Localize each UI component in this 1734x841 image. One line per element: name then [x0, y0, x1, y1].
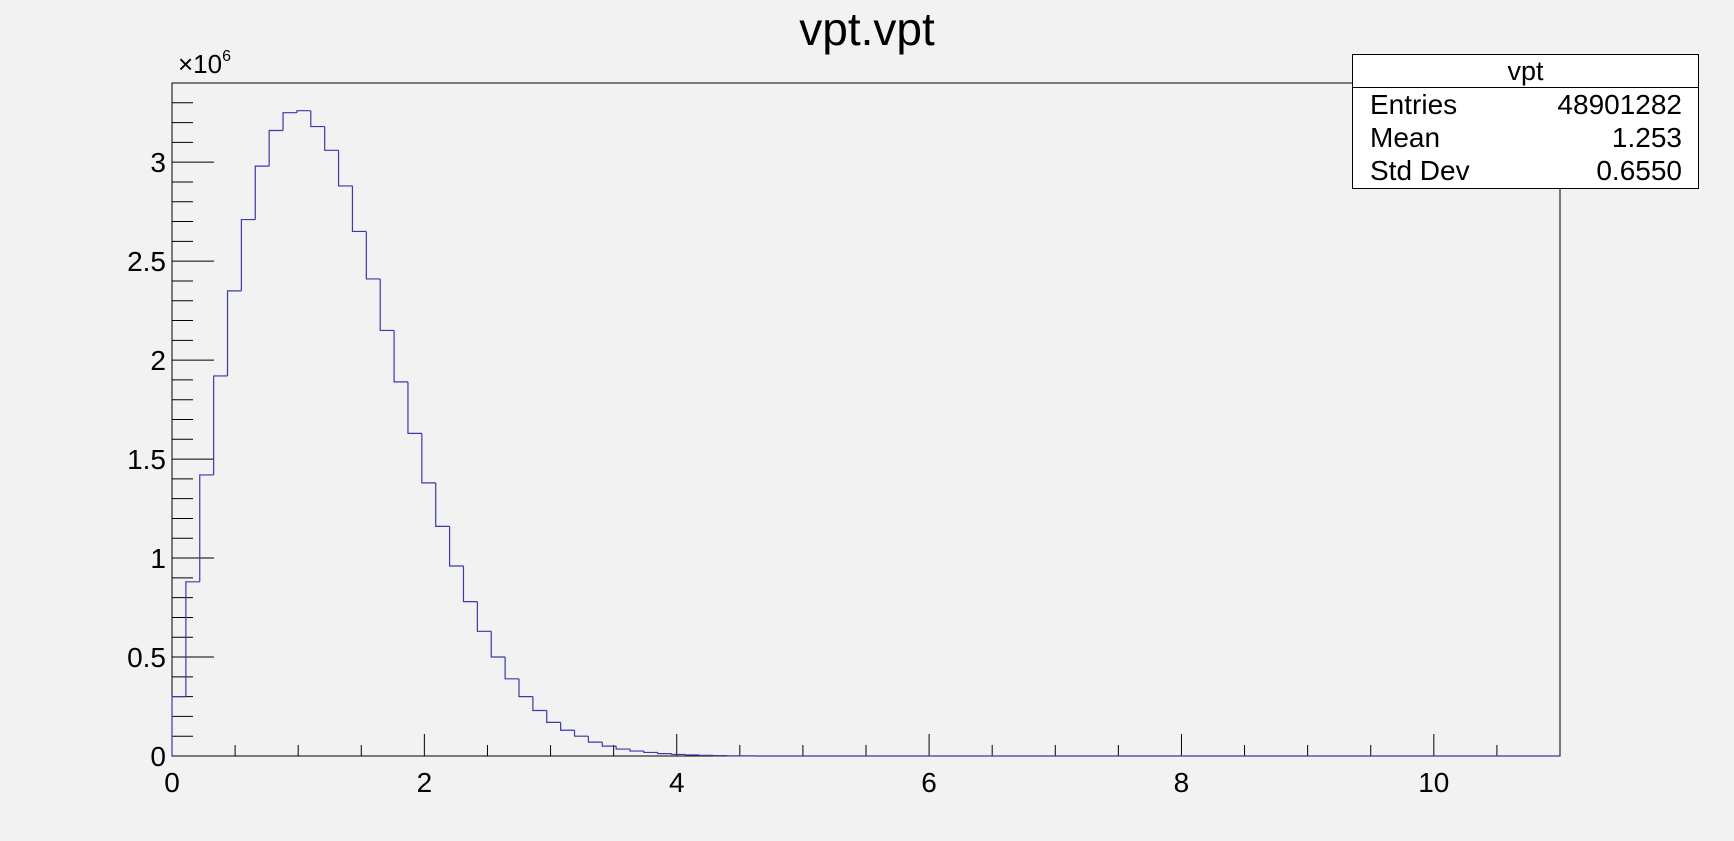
- histogram-bin: [587, 736, 603, 743]
- histogram-bin: [462, 565, 478, 603]
- y-tick-label: 1.5: [127, 444, 166, 475]
- stats-value: 1.253: [1611, 122, 1682, 153]
- stats-row-stddev: Std Dev 0.6550: [1353, 154, 1698, 187]
- histogram-bin: [254, 165, 270, 220]
- histogram-bin: [490, 631, 506, 658]
- histogram-bin: [226, 290, 242, 376]
- stats-row-mean: Mean 1.253: [1353, 121, 1698, 154]
- histogram-bin: [671, 753, 686, 756]
- y-tick-label: 2: [150, 345, 166, 376]
- histogram-bin: [601, 742, 617, 747]
- histogram-bin: [199, 474, 214, 582]
- histogram-bin: [282, 112, 297, 131]
- x-tick-label: 6: [921, 767, 937, 798]
- stats-box: vpt Entries 48901282 Mean 1.253 Std Dev …: [1352, 54, 1699, 189]
- stats-label: Entries: [1370, 89, 1458, 120]
- histogram-bin: [268, 129, 284, 167]
- histogram-bin: [185, 581, 200, 697]
- histogram-bars: [171, 110, 1560, 757]
- histogram-bin: [449, 526, 464, 567]
- tick-labels: 0 2 4 6 8 10 0 0.5 1 1.5 2 2.5 3: [127, 147, 1449, 798]
- stats-value: 0.6550: [1596, 155, 1682, 186]
- histogram-bin: [684, 754, 700, 756]
- histogram-bin: [546, 710, 561, 723]
- stats-row-entries: Entries 48901282: [1353, 88, 1698, 121]
- histogram-bin: [532, 696, 547, 712]
- histogram-bin: [310, 110, 325, 128]
- histogram-bin: [518, 678, 533, 698]
- x-tick-label: 4: [669, 767, 685, 798]
- histogram-bin: [476, 601, 492, 632]
- y-tick-label: 2.5: [127, 246, 166, 277]
- histogram-bin: [560, 722, 575, 731]
- histogram-bin: [615, 746, 631, 750]
- histogram-bin: [337, 150, 353, 187]
- histogram-bin: [629, 749, 644, 752]
- x-tick-label: 8: [1174, 767, 1190, 798]
- chart-title: vpt.vpt: [799, 3, 935, 55]
- histogram-bin: [365, 231, 381, 280]
- histogram-bin: [393, 330, 408, 383]
- x-tick-label: 10: [1418, 767, 1449, 798]
- y-tick-label: 3: [150, 147, 166, 178]
- stats-label: Mean: [1370, 122, 1441, 153]
- histogram-bin: [171, 696, 186, 756]
- histogram-bin: [213, 375, 228, 475]
- histogram-bin: [407, 381, 422, 434]
- histogram-bin: [643, 751, 658, 754]
- y-multiplier-label: ×106: [178, 48, 231, 79]
- histogram-bin: [421, 433, 436, 484]
- histogram-bin: [435, 482, 450, 527]
- stats-title: vpt: [1353, 55, 1698, 88]
- histogram-bin: [324, 126, 339, 151]
- x-tick-label: 0: [164, 767, 180, 798]
- y-tick-label: 0.5: [127, 642, 166, 673]
- x-tick-label: 2: [417, 767, 433, 798]
- histogram-bin: [504, 657, 519, 680]
- y-tick-label: 0: [150, 741, 166, 772]
- histogram-bin: [379, 278, 395, 332]
- histogram-bin: [573, 730, 589, 737]
- histogram-bin: [657, 752, 672, 755]
- stats-label: Std Dev: [1370, 155, 1470, 186]
- histogram-bin: [296, 110, 311, 113]
- histogram-bin: [351, 185, 367, 233]
- y-tick-label: 1: [150, 543, 166, 574]
- histogram-bin: [240, 218, 256, 291]
- stats-value: 48901282: [1557, 89, 1682, 120]
